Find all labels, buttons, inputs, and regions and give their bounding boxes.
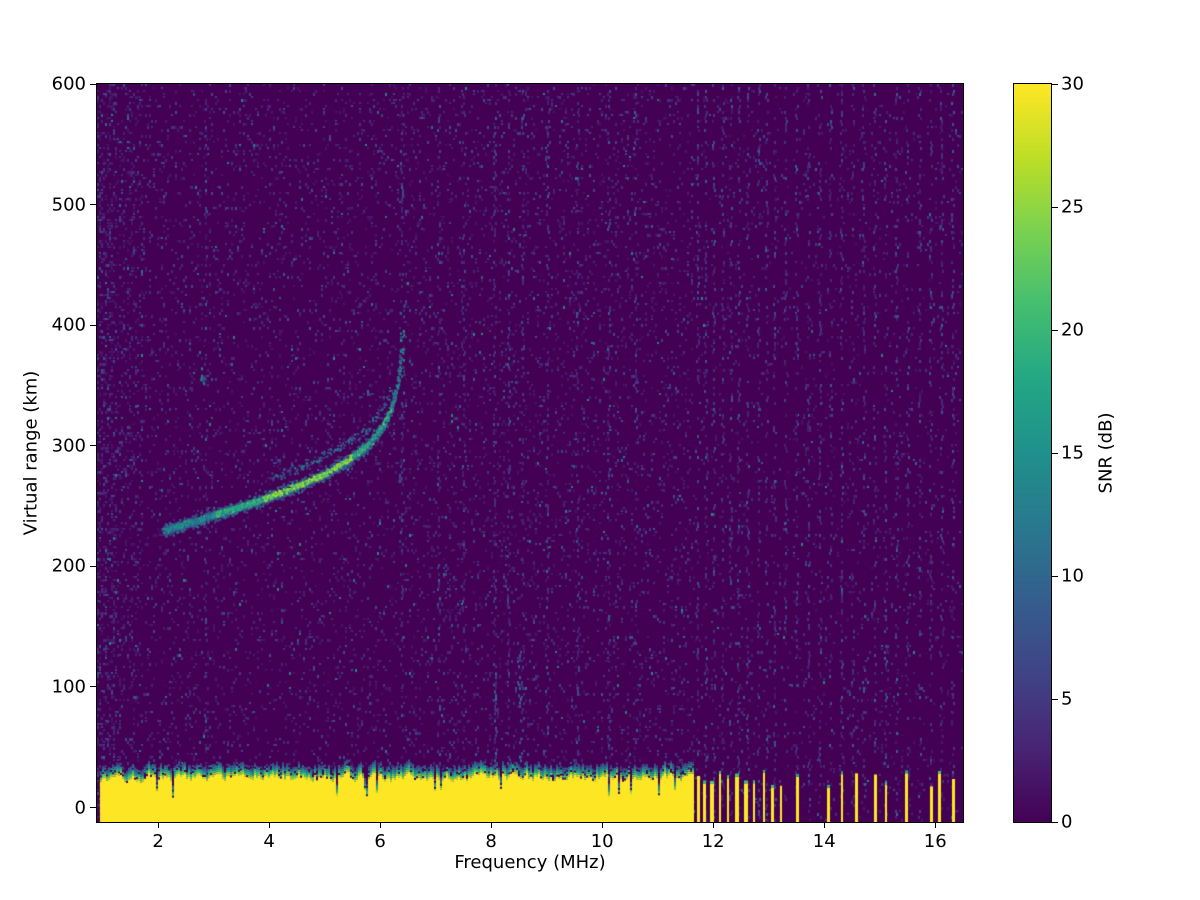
colorbar-gradient-canvas xyxy=(1014,84,1051,822)
plot-area xyxy=(96,83,964,823)
y-tick-mark xyxy=(90,565,96,567)
colorbar xyxy=(1013,83,1052,823)
colorbar-tick-label: 10 xyxy=(1061,565,1084,587)
x-axis-label: Frequency (MHz) xyxy=(454,852,606,873)
y-tick-label: 100 xyxy=(51,676,86,698)
y-tick-mark xyxy=(90,324,96,326)
x-tick-label: 14 xyxy=(812,831,836,852)
colorbar-tick-label: 15 xyxy=(1061,442,1084,464)
colorbar-tick-mark xyxy=(1052,821,1058,823)
y-tick-label: 0 xyxy=(74,797,86,819)
y-tick-mark xyxy=(90,686,96,688)
y-tick-label: 600 xyxy=(51,73,86,95)
x-tick-mark xyxy=(712,822,714,828)
colorbar-tick-label: 25 xyxy=(1061,196,1084,218)
x-tick-mark xyxy=(379,822,381,828)
x-tick-mark xyxy=(601,822,603,828)
ionogram-heatmap-canvas xyxy=(97,84,963,822)
y-tick-label: 200 xyxy=(51,555,86,577)
x-tick-label: 4 xyxy=(263,831,275,852)
x-tick-label: 12 xyxy=(701,831,725,852)
colorbar-tick-label: 5 xyxy=(1061,688,1073,710)
y-tick-mark xyxy=(90,807,96,809)
colorbar-label: SNR (dB) xyxy=(1095,412,1117,494)
colorbar-tick-mark xyxy=(1052,83,1058,85)
y-tick-label: 400 xyxy=(51,314,86,336)
y-tick-label: 300 xyxy=(51,435,86,457)
colorbar-tick-mark xyxy=(1052,206,1058,208)
x-tick-label: 2 xyxy=(152,831,164,852)
x-tick-mark xyxy=(823,822,825,828)
colorbar-tick-mark xyxy=(1052,329,1058,331)
y-tick-mark xyxy=(90,204,96,206)
colorbar-tick-label: 0 xyxy=(1061,811,1073,833)
x-tick-label: 6 xyxy=(374,831,386,852)
x-tick-label: 10 xyxy=(590,831,614,852)
y-tick-label: 500 xyxy=(51,194,86,216)
x-tick-mark xyxy=(157,822,159,828)
x-tick-label: 8 xyxy=(485,831,497,852)
y-tick-mark xyxy=(90,445,96,447)
x-tick-label: 16 xyxy=(923,831,947,852)
x-tick-mark xyxy=(934,822,936,828)
x-tick-mark xyxy=(268,822,270,828)
colorbar-tick-mark xyxy=(1052,698,1058,700)
colorbar-tick-mark xyxy=(1052,452,1058,454)
colorbar-tick-label: 30 xyxy=(1061,73,1084,95)
colorbar-tick-label: 20 xyxy=(1061,319,1084,341)
colorbar-tick-mark xyxy=(1052,575,1058,577)
y-tick-mark xyxy=(90,83,96,85)
x-tick-mark xyxy=(490,822,492,828)
